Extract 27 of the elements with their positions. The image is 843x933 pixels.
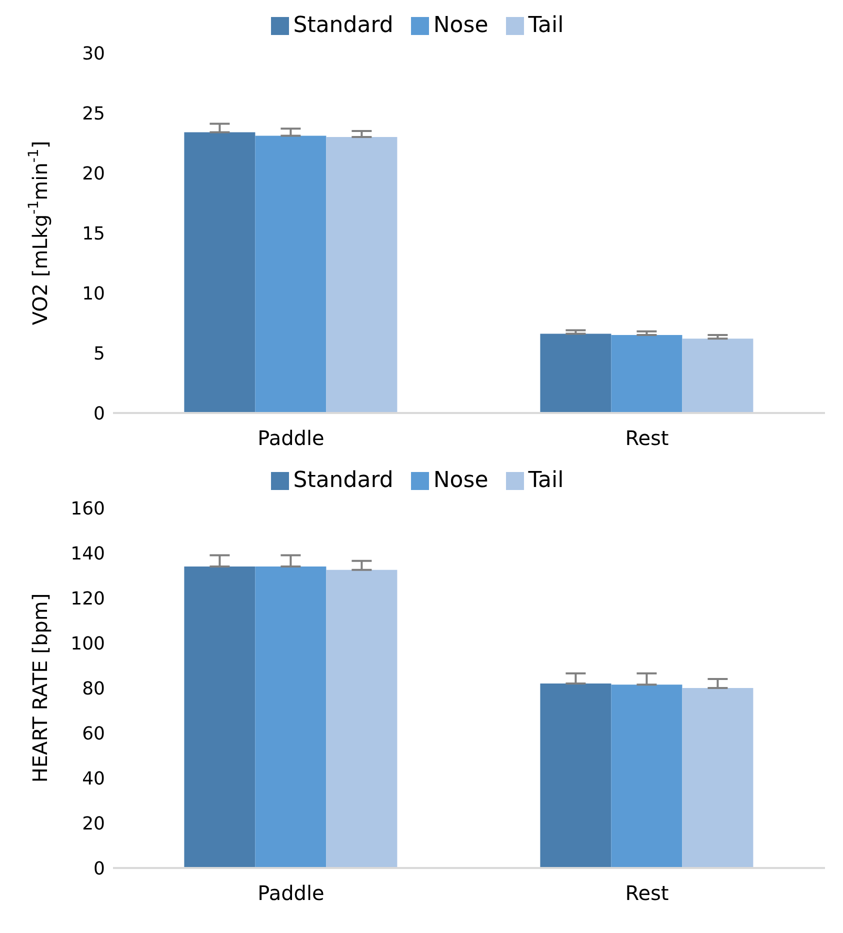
legend-label: Nose xyxy=(433,468,488,493)
y-tick-label: 80 xyxy=(82,678,105,700)
y-tick-label: 25 xyxy=(82,103,105,124)
y-tick-label: 5 xyxy=(94,343,105,364)
y-tick-label: 0 xyxy=(94,403,105,424)
y-tick-label: 20 xyxy=(82,163,105,184)
legend-label: Tail xyxy=(528,13,564,38)
x-tick-label: Paddle xyxy=(258,881,324,906)
x-tick-label: Rest xyxy=(625,881,669,906)
x-tick-label: Rest xyxy=(625,426,669,450)
x-tick-label: Paddle xyxy=(258,426,324,450)
y-tick-label: 0 xyxy=(94,858,105,880)
y-tick-label: 140 xyxy=(70,543,105,564)
legend-label: Tail xyxy=(528,468,564,493)
legend-label: Standard xyxy=(293,13,394,38)
y-tick-label: 60 xyxy=(82,723,105,744)
y-tick-label: 120 xyxy=(70,588,105,610)
y-tick-label: 10 xyxy=(82,283,105,304)
y-tick-label: 30 xyxy=(82,43,105,64)
legend-label: Standard xyxy=(293,468,394,493)
y-tick-label: 160 xyxy=(70,498,105,520)
y-tick-label: 15 xyxy=(82,223,105,244)
y-tick-label: 40 xyxy=(82,768,105,790)
legend-label: Nose xyxy=(433,13,488,38)
y-axis-title: HEART RATE [bpm] xyxy=(28,593,52,783)
y-tick-label: 100 xyxy=(70,633,105,654)
y-tick-label: 20 xyxy=(82,813,105,834)
